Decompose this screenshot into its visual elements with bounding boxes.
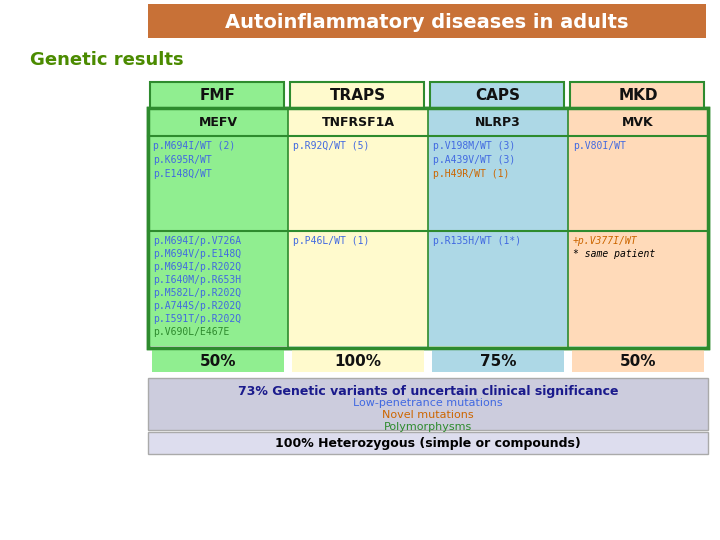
Text: p.M694I/p.R202Q: p.M694I/p.R202Q <box>153 262 241 272</box>
FancyBboxPatch shape <box>572 350 704 372</box>
Text: 50%: 50% <box>199 354 236 368</box>
Text: p.M582L/p.R202Q: p.M582L/p.R202Q <box>153 288 241 298</box>
Text: 50%: 50% <box>620 354 656 368</box>
Text: Low-penetrance mutations: Low-penetrance mutations <box>354 398 503 408</box>
FancyBboxPatch shape <box>152 350 284 372</box>
Text: CAPS: CAPS <box>475 87 521 103</box>
Text: p.I640M/p.R653H: p.I640M/p.R653H <box>153 275 241 285</box>
Text: MVK: MVK <box>622 116 654 129</box>
Text: p.M694I/p.V726A: p.M694I/p.V726A <box>153 236 241 246</box>
FancyBboxPatch shape <box>148 108 288 136</box>
Text: p.P46L/WT (1): p.P46L/WT (1) <box>293 236 369 246</box>
FancyBboxPatch shape <box>428 108 568 136</box>
Text: p.H49R/WT (1): p.H49R/WT (1) <box>433 169 509 179</box>
Text: Polymorphysms: Polymorphysms <box>384 422 472 432</box>
Text: 100% Heterozygous (simple or compounds): 100% Heterozygous (simple or compounds) <box>275 436 581 449</box>
FancyBboxPatch shape <box>430 82 564 108</box>
Text: +p.V377I/WT: +p.V377I/WT <box>573 236 638 246</box>
FancyBboxPatch shape <box>150 82 284 108</box>
Text: 75%: 75% <box>480 354 516 368</box>
FancyBboxPatch shape <box>292 350 424 372</box>
FancyBboxPatch shape <box>148 378 708 430</box>
FancyBboxPatch shape <box>568 231 708 346</box>
FancyBboxPatch shape <box>148 136 288 231</box>
Text: FMF: FMF <box>200 87 236 103</box>
Text: Genetic results: Genetic results <box>30 51 184 69</box>
Text: p.V198M/WT (3): p.V198M/WT (3) <box>433 141 516 151</box>
FancyBboxPatch shape <box>148 231 288 346</box>
Text: p.M694I/WT (2): p.M694I/WT (2) <box>153 141 235 151</box>
Text: p.I591T/p.R202Q: p.I591T/p.R202Q <box>153 314 241 324</box>
FancyBboxPatch shape <box>148 432 708 454</box>
Text: p.V80I/WT: p.V80I/WT <box>573 141 626 151</box>
FancyBboxPatch shape <box>428 231 568 346</box>
FancyBboxPatch shape <box>148 108 708 348</box>
Text: p.R92Q/WT (5): p.R92Q/WT (5) <box>293 141 369 151</box>
Text: 100%: 100% <box>335 354 382 368</box>
Text: TRAPS: TRAPS <box>330 87 386 103</box>
Text: Novel mutations: Novel mutations <box>382 410 474 420</box>
Text: p.K695R/WT: p.K695R/WT <box>153 155 212 165</box>
FancyBboxPatch shape <box>568 108 708 136</box>
FancyBboxPatch shape <box>288 231 428 346</box>
Text: NLRP3: NLRP3 <box>475 116 521 129</box>
Text: TNFRSF1A: TNFRSF1A <box>322 116 395 129</box>
FancyBboxPatch shape <box>288 136 428 231</box>
FancyBboxPatch shape <box>428 136 568 231</box>
Text: p.V690L/E467E: p.V690L/E467E <box>153 327 230 337</box>
Text: MEFV: MEFV <box>199 116 238 129</box>
FancyBboxPatch shape <box>288 108 428 136</box>
FancyBboxPatch shape <box>432 350 564 372</box>
FancyBboxPatch shape <box>148 4 706 38</box>
Text: p.M694V/p.E148Q: p.M694V/p.E148Q <box>153 249 241 259</box>
Text: p.E148Q/WT: p.E148Q/WT <box>153 169 212 179</box>
Text: * same patient: * same patient <box>573 249 655 259</box>
Text: 73% Genetic variants of uncertain clinical significance: 73% Genetic variants of uncertain clinic… <box>238 384 618 397</box>
Text: p.R135H/WT (1*): p.R135H/WT (1*) <box>433 236 521 246</box>
Text: Autoinflammatory diseases in adults: Autoinflammatory diseases in adults <box>225 12 629 31</box>
Text: MKD: MKD <box>618 87 658 103</box>
FancyBboxPatch shape <box>290 82 424 108</box>
Text: p.A744S/p.R202Q: p.A744S/p.R202Q <box>153 301 241 311</box>
FancyBboxPatch shape <box>568 136 708 231</box>
FancyBboxPatch shape <box>570 82 704 108</box>
Text: p.A439V/WT (3): p.A439V/WT (3) <box>433 155 516 165</box>
